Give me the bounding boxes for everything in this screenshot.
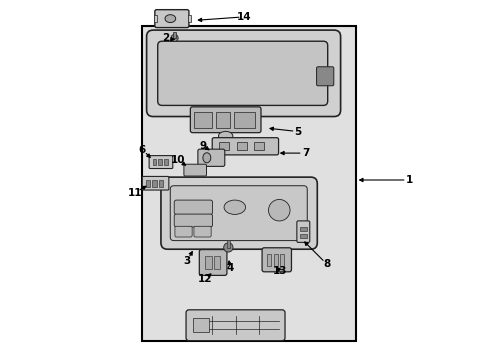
Bar <box>194 112 212 128</box>
Ellipse shape <box>218 131 232 140</box>
FancyBboxPatch shape <box>174 214 212 227</box>
FancyBboxPatch shape <box>198 149 224 166</box>
Text: 12: 12 <box>198 274 212 284</box>
Bar <box>280 253 284 266</box>
Text: 1: 1 <box>405 175 412 185</box>
Ellipse shape <box>203 153 210 163</box>
FancyBboxPatch shape <box>185 310 285 341</box>
Bar <box>154 15 157 22</box>
Bar <box>253 142 264 150</box>
Text: 5: 5 <box>294 127 301 136</box>
Bar <box>164 159 167 165</box>
Text: 10: 10 <box>171 155 185 165</box>
Bar <box>266 253 271 266</box>
FancyBboxPatch shape <box>316 67 333 86</box>
FancyBboxPatch shape <box>158 41 327 105</box>
Bar <box>300 226 306 231</box>
Bar <box>158 159 162 165</box>
Bar <box>215 112 230 128</box>
Bar <box>173 32 175 38</box>
FancyBboxPatch shape <box>174 200 212 215</box>
Text: 4: 4 <box>226 263 233 273</box>
Bar <box>152 159 156 165</box>
Bar <box>214 256 220 269</box>
Bar <box>159 180 163 187</box>
FancyBboxPatch shape <box>199 249 226 275</box>
FancyBboxPatch shape <box>212 138 278 155</box>
Text: 14: 14 <box>237 12 251 22</box>
Text: 8: 8 <box>323 259 330 269</box>
Bar <box>145 180 150 187</box>
Bar <box>300 234 306 238</box>
Bar <box>152 180 156 187</box>
Circle shape <box>223 243 233 252</box>
Bar <box>233 112 255 128</box>
Text: 7: 7 <box>301 148 308 158</box>
Text: 3: 3 <box>183 256 190 266</box>
FancyBboxPatch shape <box>149 156 172 168</box>
FancyBboxPatch shape <box>161 177 317 249</box>
FancyBboxPatch shape <box>194 226 211 237</box>
FancyBboxPatch shape <box>155 10 188 28</box>
FancyBboxPatch shape <box>175 226 192 237</box>
Bar <box>142 26 355 341</box>
Bar <box>273 253 277 266</box>
Bar <box>226 240 229 248</box>
Text: 11: 11 <box>128 188 142 198</box>
FancyBboxPatch shape <box>262 248 291 272</box>
Bar <box>236 142 246 150</box>
Ellipse shape <box>164 15 175 23</box>
Bar <box>192 318 208 332</box>
Circle shape <box>268 199 289 221</box>
Bar <box>204 256 211 269</box>
Text: 6: 6 <box>139 144 145 154</box>
Ellipse shape <box>224 200 245 215</box>
FancyBboxPatch shape <box>170 186 306 240</box>
Text: 2: 2 <box>162 33 169 43</box>
Circle shape <box>171 35 178 41</box>
Bar <box>187 15 190 22</box>
Text: 9: 9 <box>199 141 206 151</box>
FancyBboxPatch shape <box>146 30 340 117</box>
Text: 13: 13 <box>273 266 287 276</box>
FancyBboxPatch shape <box>296 221 309 242</box>
FancyBboxPatch shape <box>190 107 261 133</box>
FancyBboxPatch shape <box>142 176 168 190</box>
Bar <box>219 142 229 150</box>
FancyBboxPatch shape <box>183 164 206 176</box>
